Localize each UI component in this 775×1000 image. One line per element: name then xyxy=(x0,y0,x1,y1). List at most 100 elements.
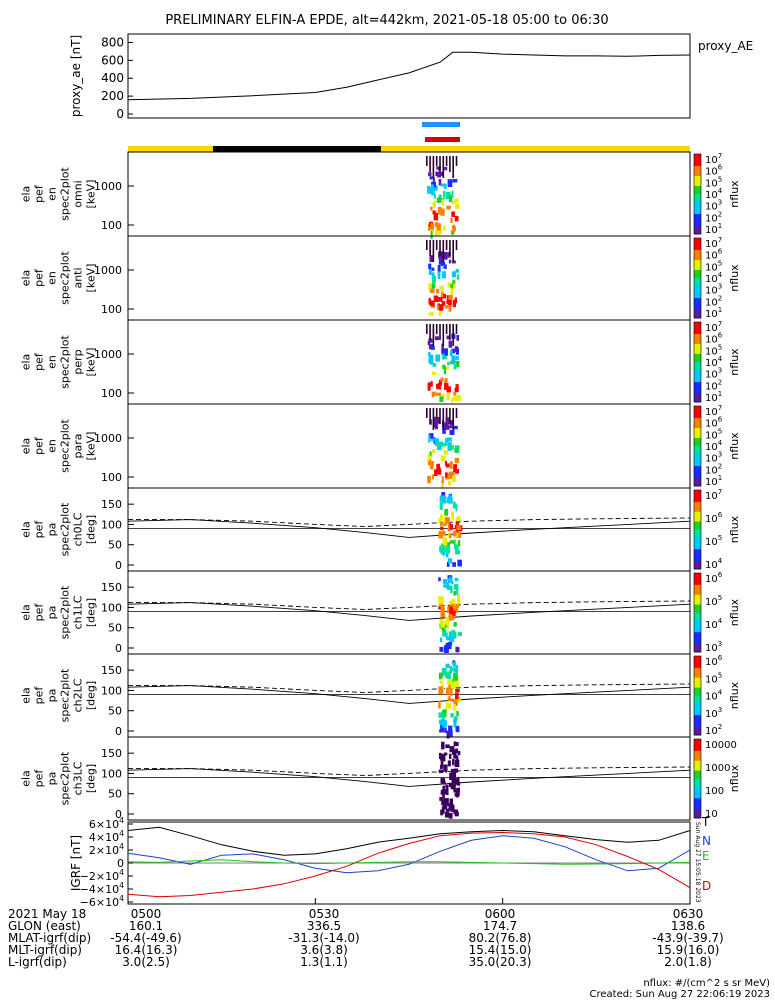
pitch-pixel xyxy=(440,725,445,733)
panel-ylabel-line: en xyxy=(46,271,59,285)
pitch-pixel xyxy=(456,531,462,538)
colorbar-cell xyxy=(694,246,701,249)
colorbar-cell xyxy=(694,342,701,345)
colorbar-cell xyxy=(694,362,701,365)
spectrogram-pixel xyxy=(444,366,447,375)
colorbar-cell xyxy=(694,796,701,799)
spectrogram-pixel xyxy=(440,183,446,187)
spectrogram-pixel xyxy=(428,338,433,343)
pitch-pixel xyxy=(441,806,445,814)
spectrogram-pixel xyxy=(427,459,432,466)
colorbar-cell xyxy=(694,294,701,297)
spectrogram-pixel xyxy=(426,408,428,418)
panel-ylabel-line: pef xyxy=(33,520,46,539)
colorbar-cell xyxy=(694,717,701,720)
spectrogram-pixel xyxy=(442,240,445,262)
colorbar-cell xyxy=(694,675,701,679)
colorbar-cell xyxy=(694,582,701,586)
pitch-pixel xyxy=(454,606,459,613)
colorbar-cell xyxy=(694,154,701,157)
pitch-pixel xyxy=(450,804,455,811)
spectrogram-pixel xyxy=(441,199,444,206)
ae-ytick-label: 600 xyxy=(101,53,124,67)
colorbar-cell xyxy=(694,802,701,805)
panel-ylabel-line: pef xyxy=(33,436,46,455)
footer-value: 80.2(76.8) xyxy=(469,931,532,945)
colorbar-cell xyxy=(694,242,701,245)
colorbar-cell xyxy=(694,598,701,602)
pitch-ytick-label: 50 xyxy=(108,705,122,718)
pitch-pixel xyxy=(441,710,447,718)
chart-title: PRELIMINARY ELFIN-A EPDE, alt=442km, 202… xyxy=(165,13,608,28)
colorbar-cell xyxy=(694,748,701,752)
colorbar-cell xyxy=(694,306,701,309)
pitch-pixel xyxy=(445,663,450,668)
pitch-pixel xyxy=(455,533,459,538)
colorbar-cell xyxy=(694,434,701,437)
colorbar-cell xyxy=(694,648,701,651)
colorbar-label: nflux xyxy=(728,515,741,543)
colorbar-cell xyxy=(694,466,701,469)
colorbar-cell xyxy=(694,640,701,643)
colorbar-cell xyxy=(694,760,701,764)
spectrogram-pixel xyxy=(444,252,448,260)
spectrogram-pixel xyxy=(427,341,431,346)
colorbar-label: nflux xyxy=(728,681,741,709)
spectrogram-pixel xyxy=(442,354,447,360)
colorbar-cell xyxy=(694,567,701,570)
colorbar-cell xyxy=(694,580,701,584)
spectrogram-pixel xyxy=(454,448,458,453)
spectrogram-pixel xyxy=(432,156,435,178)
pitch-pixel xyxy=(452,759,455,766)
spectrogram-pixel xyxy=(447,282,451,288)
pitch-pixel xyxy=(448,522,451,531)
colorbar-cell xyxy=(694,746,701,750)
colorbar-cell xyxy=(694,578,701,582)
colorbar-tick-label: 107 xyxy=(705,236,722,250)
pitch-pixel xyxy=(442,791,445,799)
colorbar-cell xyxy=(694,290,701,293)
colorbar-cell xyxy=(694,800,701,803)
pitch-pixel xyxy=(441,495,447,504)
spectrogram-pixel xyxy=(445,192,451,200)
footer-value: 3.0(2.5) xyxy=(122,955,170,969)
colorbar-cell xyxy=(694,228,701,231)
colorbar-cell xyxy=(694,300,701,303)
spectrogram-pixel xyxy=(449,420,453,426)
colorbar-cell xyxy=(694,614,701,617)
spectrogram-pixel xyxy=(440,377,444,382)
colorbar-cell xyxy=(694,276,701,279)
colorbar-cell xyxy=(694,814,701,817)
ae-ylabel: proxy_ae [nT] xyxy=(69,35,83,117)
colorbar-cell xyxy=(694,388,701,391)
colorbar-cell xyxy=(694,683,701,687)
spectrogram-pixel xyxy=(438,311,442,317)
colorbar-cell xyxy=(694,336,701,339)
spectrogram-pixel xyxy=(430,231,433,239)
pitch-pixel xyxy=(454,742,459,747)
panel-ylabel-line: en xyxy=(46,439,59,453)
spectrogram-pixel xyxy=(442,408,445,430)
ae-legend: proxy_AE xyxy=(698,39,753,53)
colorbar-cell xyxy=(694,410,701,413)
panel-ylabel-line: [keV] xyxy=(85,264,98,293)
spectrogram-pixel xyxy=(437,467,441,474)
pitch-pixel xyxy=(452,501,456,509)
spectrogram-pixel xyxy=(451,211,456,218)
colorbar-cell xyxy=(694,220,701,223)
pitch-pixel xyxy=(449,746,455,753)
pitch-pixel xyxy=(454,680,459,688)
colorbar-cell xyxy=(694,729,701,732)
spectrogram-pixel xyxy=(451,355,456,364)
colorbar-cell xyxy=(694,622,701,625)
created-note: Created: Sun Aug 27 22:06:19 2023 xyxy=(590,989,770,1000)
spectrogram-pixel xyxy=(431,277,436,284)
colorbar-cell xyxy=(694,503,701,507)
ae-ytick-label: 400 xyxy=(101,71,124,85)
spectrogram-pixel xyxy=(428,312,433,316)
spectrogram-pixel xyxy=(430,437,435,442)
panel-ylabel-line: pa xyxy=(46,689,59,703)
pitch-pixel xyxy=(450,713,454,718)
colorbar-cell xyxy=(694,561,701,564)
